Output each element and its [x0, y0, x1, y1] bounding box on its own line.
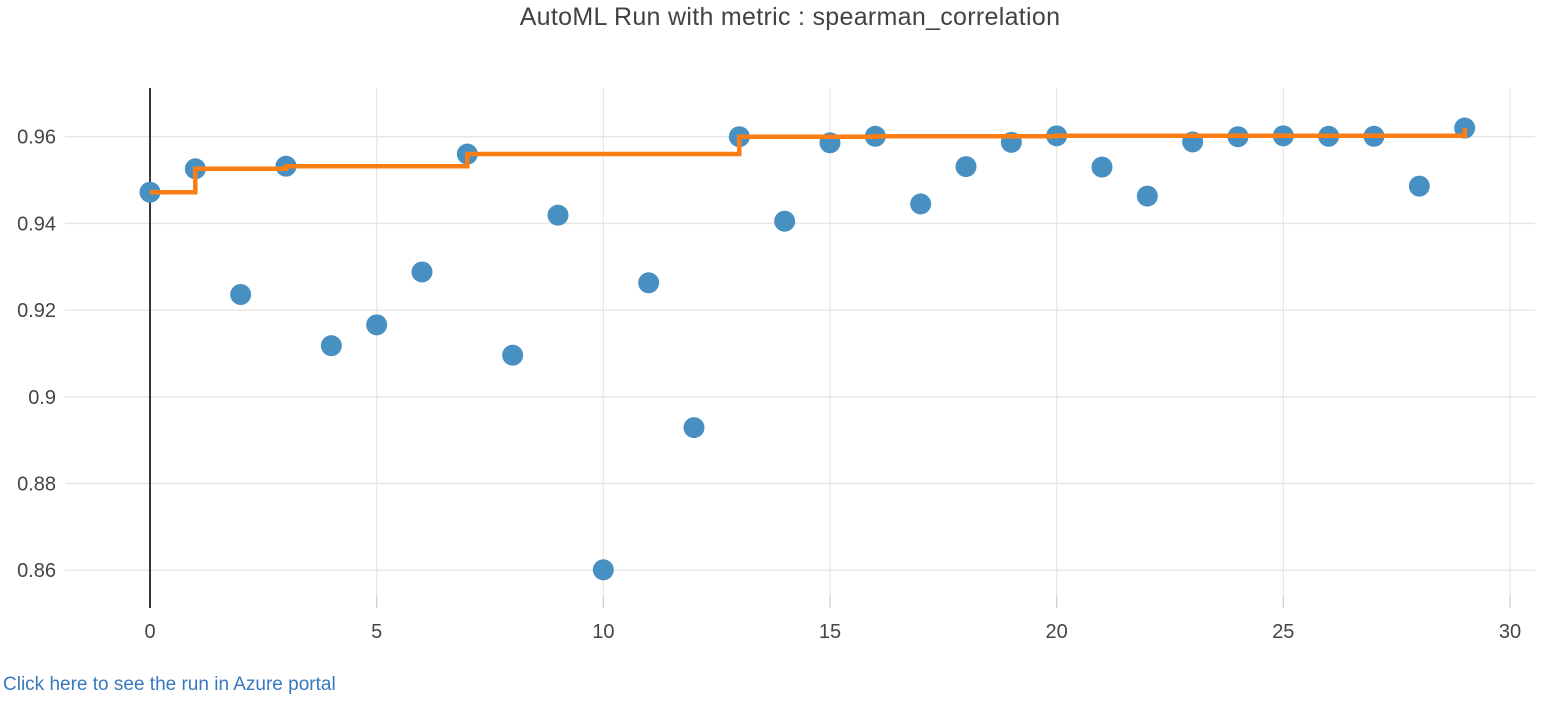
y-tick-label: 0.88 [17, 474, 56, 496]
scatter-point [547, 204, 569, 226]
scatter-point [910, 193, 932, 215]
best-metric-step-line [150, 128, 1467, 195]
scatter-point [638, 272, 660, 294]
y-tick-label: 0.92 [17, 300, 56, 322]
scatter-point [683, 417, 705, 439]
scatter-point [230, 283, 252, 305]
scatter-point [1408, 175, 1430, 197]
scatter-point [366, 314, 388, 336]
scatter-point [502, 344, 524, 366]
y-tick-label: 0.94 [17, 213, 56, 235]
x-tick-label: 30 [1499, 621, 1521, 643]
scatter-point [774, 210, 796, 232]
y-tick-label: 0.9 [28, 387, 56, 409]
y-tick-label: 0.96 [17, 127, 56, 149]
scatter-point [592, 559, 614, 581]
scatter-point [955, 156, 977, 178]
x-tick-label: 15 [819, 621, 841, 643]
x-tick-label: 25 [1272, 621, 1294, 643]
chart-title: AutoML Run with metric : spearman_correl… [519, 3, 1061, 31]
chart-canvas: 0.96 0.94 0.92 0.9 0.88 0.86 0 5 10 15 20 25 30 [17, 88, 1535, 643]
x-tick-label: 5 [371, 621, 382, 643]
scatter-point [411, 261, 433, 283]
x-tick-label: 0 [144, 621, 155, 643]
scatter-point [1091, 156, 1113, 178]
x-tick-label: 10 [592, 621, 614, 643]
y-tick-label: 0.86 [17, 560, 56, 582]
azure-portal-link[interactable]: Click here to see the run in Azure porta… [3, 674, 336, 695]
scatter-point [320, 335, 342, 357]
scatter-point [1136, 185, 1158, 207]
x-tick-label: 20 [1046, 621, 1068, 643]
